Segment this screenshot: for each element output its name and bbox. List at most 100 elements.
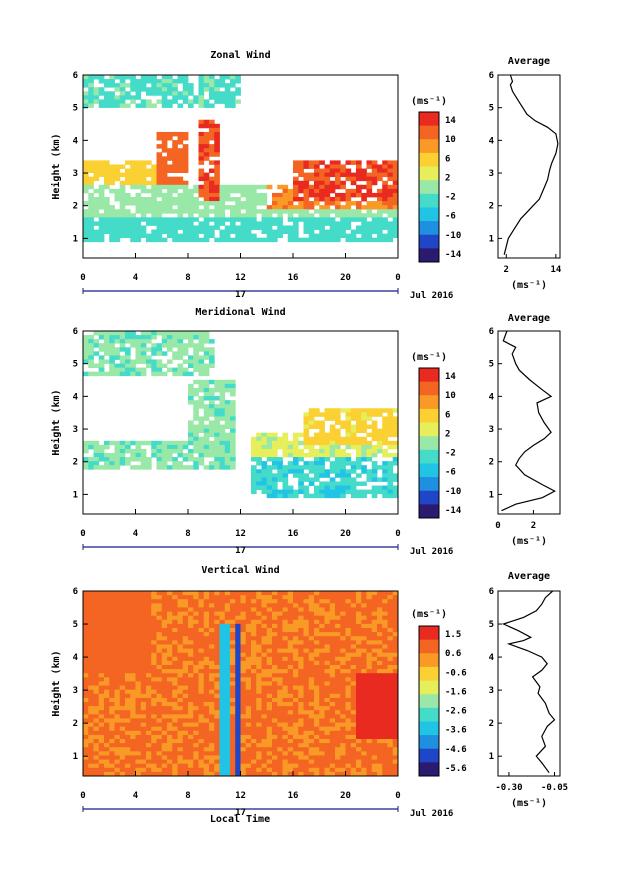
heatmap-cell: [371, 759, 378, 765]
heatmap-cell: [203, 144, 210, 149]
heatmap-cell: [151, 751, 157, 756]
heatmap-cell: [203, 152, 210, 157]
heatmap-cell: [287, 689, 294, 695]
heatmap-cell: [151, 103, 157, 108]
heatmap-cell: [119, 201, 126, 206]
heatmap-cell: [324, 432, 331, 438]
heatmap-cell: [293, 640, 299, 645]
heatmap-cell: [387, 201, 394, 206]
heatmap-cell: [146, 660, 152, 666]
heatmap-cell: [329, 197, 336, 202]
heatmap-cell: [219, 636, 226, 641]
heatmap-cell: [303, 595, 310, 600]
heatmap-cell: [146, 751, 152, 756]
heatmap-cell: [140, 710, 147, 715]
heatmap-cell: [130, 225, 136, 230]
heatmap-cell: [93, 759, 100, 765]
heatmap-cell: [392, 636, 399, 641]
heatmap-cell: [193, 412, 199, 417]
heatmap-cell: [261, 755, 268, 760]
heatmap-cell: [224, 771, 231, 777]
heatmap-cell: [135, 217, 142, 222]
heatmap-cell: [356, 453, 362, 458]
heatmap-cell: [382, 693, 388, 699]
heatmap-cell: [266, 233, 273, 239]
heatmap-cell: [308, 718, 315, 723]
heatmap-cell: [245, 722, 252, 728]
heatmap-cell: [182, 632, 189, 637]
heatmap-cell: [287, 648, 294, 654]
heatmap-cell: [219, 184, 226, 190]
heatmap-cell: [146, 636, 152, 641]
heatmap-cell: [282, 440, 289, 446]
heatmap-cell: [135, 763, 142, 769]
heatmap-cell: [329, 603, 336, 608]
heatmap-cell: [319, 424, 325, 429]
heatmap-cell: [193, 359, 199, 364]
heatmap-cell: [387, 595, 394, 600]
heatmap-cell: [193, 714, 199, 719]
heatmap-cell: [119, 697, 126, 703]
heatmap-cell: [140, 743, 147, 748]
heatmap-cell: [298, 644, 304, 649]
heatmap-cell: [151, 636, 157, 641]
heatmap-cell: [119, 611, 126, 617]
heatmap-cell: [214, 164, 220, 169]
heatmap-cell: [272, 648, 278, 654]
heatmap-cell: [182, 229, 189, 234]
heatmap-cell: [177, 763, 184, 769]
heatmap-cell: [119, 363, 126, 368]
y-tick-label: 6: [73, 587, 78, 597]
heatmap-cell: [109, 371, 115, 377]
heatmap-cell: [261, 763, 268, 769]
heatmap-cell: [209, 444, 215, 450]
heatmap-cell: [98, 648, 105, 654]
heatmap-cell: [240, 201, 247, 206]
heatmap-cell: [151, 665, 157, 670]
heatmap-cell: [119, 355, 126, 360]
heatmap-cell: [177, 730, 184, 736]
heatmap-cell: [114, 697, 121, 703]
heatmap-cell: [104, 660, 110, 666]
heatmap-cell: [235, 652, 241, 658]
heatmap-cell: [198, 730, 205, 736]
heatmap-cell: [214, 428, 220, 434]
heatmap-cell: [282, 485, 289, 490]
heatmap-cell: [214, 123, 220, 129]
heatmap-cell: [130, 726, 136, 732]
heatmap-cell: [282, 619, 289, 625]
heatmap-cell: [361, 436, 367, 442]
heatmap-cell: [151, 188, 157, 194]
heatmap-cell: [230, 681, 236, 686]
heatmap-cell: [146, 734, 152, 740]
heatmap-cell: [172, 448, 178, 454]
heatmap-cell: [198, 131, 205, 137]
heatmap-cell: [245, 188, 252, 194]
heatmap-cell: [172, 751, 178, 756]
heatmap-cell: [193, 201, 199, 206]
heatmap-cell: [151, 172, 157, 178]
heatmap-cell: [172, 673, 178, 678]
heatmap-cell: [350, 217, 357, 222]
heatmap-cell: [335, 734, 341, 740]
heatmap-cell: [335, 697, 341, 703]
heatmap-cell: [298, 209, 304, 214]
heatmap-cell: [240, 722, 247, 728]
heatmap-cell: [188, 726, 194, 732]
heatmap-cell: [287, 767, 294, 773]
heatmap-cell: [161, 734, 168, 740]
heatmap-cell: [377, 188, 383, 194]
heatmap-cell: [198, 652, 205, 658]
heatmap-cell: [198, 763, 205, 769]
heatmap-cell: [350, 710, 357, 715]
heatmap-cell: [277, 710, 283, 715]
heatmap-cell: [135, 706, 142, 711]
heatmap-cell: [104, 636, 110, 641]
heatmap-cell: [235, 710, 241, 715]
heatmap-cell: [93, 164, 100, 169]
heatmap-cell: [256, 485, 262, 490]
heatmap-cell: [135, 660, 142, 666]
heatmap-cell: [119, 718, 126, 723]
heatmap-cell: [345, 718, 352, 723]
heatmap-cell: [371, 213, 378, 218]
